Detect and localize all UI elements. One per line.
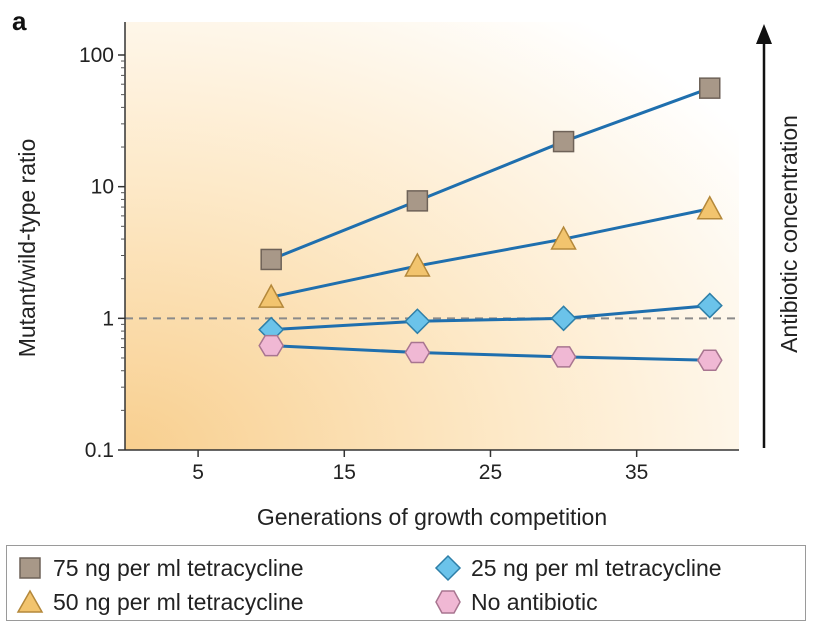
x-tick-label: 15 [333,461,356,484]
data-point-triangle [404,252,431,277]
triangle-marker-icon [16,589,44,613]
chart: a 0.1 1 10 100 5 15 25 35 Generations of growth… [12,6,802,530]
data-point-diamond [696,292,723,319]
legend-label-no-antibiotic: No antibiotic [471,588,598,615]
y-tick-label: 1 [102,307,114,330]
data-point-triangle [550,225,577,250]
y-tick-label: 10 [91,176,114,199]
legend-item-no-antibiotic: No antibiotic [433,586,598,618]
legend-label-25ng: 25 ng per ml tetracycline [471,554,722,581]
series-line-hexagon [271,344,710,362]
data-point-triangle [696,195,724,220]
y-tick-label: 0.1 [85,439,114,462]
hexagon-marker-icon [435,590,461,614]
legend-item-25ng: 25 ng per ml tetracycline [433,552,722,584]
y-axis-title: Mutant/wild-type ratio [14,139,40,358]
plot-background [125,22,739,450]
x-tick-label: 25 [479,461,502,484]
concentration-arrow-head [756,24,772,44]
legend-label-75ng: 75 ng per ml tetracycline [53,554,304,581]
antibiotic-concentration-label: Antibiotic concentration [776,115,802,353]
data-point-hexagon [258,334,285,357]
diamond-marker-icon [434,554,462,582]
x-tick-label: 35 [625,461,648,484]
data-point-hexagon [404,341,431,364]
data-point-triangle [257,283,285,308]
data-point-diamond [550,305,577,332]
series-line-triangle [270,207,711,299]
data-point-diamond [404,308,431,335]
x-axis-title: Generations of growth competition [257,504,607,530]
y-tick-label: 100 [79,44,114,67]
square-marker-icon [19,557,41,579]
legend-label-50ng: 50 ng per ml tetracycline [53,588,304,615]
data-point-square [552,130,575,153]
panel-label: a [12,6,27,36]
data-point-square [406,190,429,212]
legend-item-75ng: 75 ng per ml tetracycline [15,552,304,584]
x-tick-label: 5 [192,461,204,484]
data-point-square [699,77,721,99]
data-point-square [260,248,282,271]
data-point-hexagon [696,349,723,372]
series-line-diamond [271,304,710,332]
data-point-hexagon [550,346,577,368]
legend: 75 ng per ml tetracycline 25 ng per ml t… [6,545,806,621]
series-line-square [270,86,711,261]
legend-item-50ng: 50 ng per ml tetracycline [15,586,304,618]
